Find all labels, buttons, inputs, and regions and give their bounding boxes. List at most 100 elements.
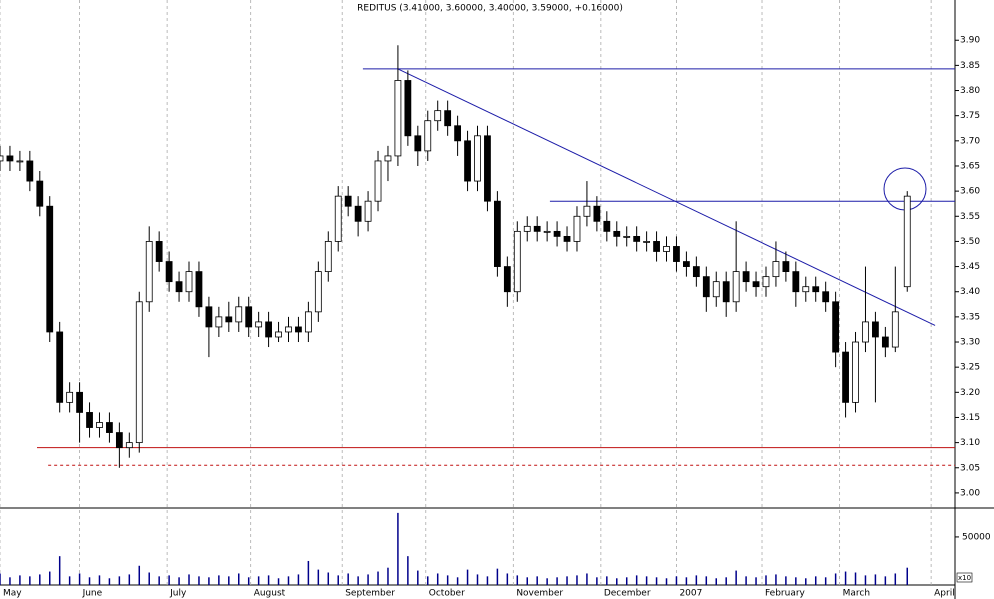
candle-body (903, 195, 911, 288)
candle-body (235, 306, 243, 323)
candle-body (56, 331, 64, 403)
candle-body (334, 195, 342, 242)
candle-body (314, 271, 322, 313)
candle-body (881, 336, 889, 348)
candle-body (225, 316, 233, 323)
candle-body (434, 110, 442, 122)
candle-body (165, 261, 173, 283)
candle-body (742, 271, 750, 283)
x-tick-label: May (3, 589, 22, 599)
y-tick-label: 3.55 (960, 212, 980, 222)
candle-body (484, 135, 491, 202)
candle-body (891, 311, 899, 348)
candle-body (653, 241, 660, 252)
candle-body (185, 271, 193, 293)
candle-body (563, 235, 571, 242)
candle-body (613, 230, 621, 237)
candle-body (275, 331, 282, 338)
candle-body (872, 321, 879, 338)
candle-body (195, 271, 203, 308)
candle-body (802, 286, 810, 293)
candle-body (772, 261, 780, 278)
y-tick-label: 3.25 (960, 363, 980, 373)
candle-body (285, 326, 292, 333)
candle-body (424, 120, 432, 152)
candle-body (454, 125, 462, 142)
y-tick-label: 3.40 (960, 287, 980, 297)
candle-body (364, 200, 372, 222)
candle-body (384, 155, 392, 162)
candle-body (464, 140, 471, 182)
y-tick-label: 3.80 (960, 86, 980, 96)
x-tick-label: September (345, 589, 395, 599)
candle-body (623, 235, 631, 238)
candle-body (822, 291, 830, 303)
y-tick-label: 3.00 (960, 488, 980, 498)
candle-body (295, 326, 302, 333)
candle-body (603, 220, 611, 232)
candle-body (115, 432, 123, 449)
y-tick-label: 3.35 (960, 312, 980, 322)
candle-body (702, 276, 710, 298)
candle-body (643, 241, 651, 243)
candle-body (145, 241, 153, 303)
candle-body (712, 281, 720, 298)
x-tick-label: February (765, 589, 806, 599)
candle-body (6, 155, 14, 162)
candle-body (513, 230, 521, 293)
y-tick-label: 3.60 (960, 187, 980, 197)
candle-body (66, 391, 74, 403)
y-tick-label: 3.90 (960, 36, 980, 46)
candle-body (324, 241, 332, 273)
candle-body (205, 306, 213, 328)
x-tick-label: August (254, 589, 286, 599)
candle-body (46, 205, 54, 333)
candle-body (215, 316, 223, 328)
y-tick-label: 50000 (962, 532, 991, 542)
candle-body (175, 281, 183, 293)
candle-body (553, 230, 561, 237)
candle-body (683, 261, 690, 267)
x-tick-label: March (843, 589, 870, 599)
candle-body (762, 276, 770, 288)
candle-body (444, 110, 452, 127)
candle-body (36, 180, 44, 207)
candle-body (782, 261, 790, 273)
candle-body (106, 422, 113, 433)
x-tick-label: 2007 (679, 589, 702, 599)
x-tick-label: April (934, 589, 955, 599)
candle-body (394, 80, 402, 157)
candle-body (573, 215, 581, 242)
candle-body (812, 286, 820, 293)
volume-unit-box (956, 572, 973, 583)
candle-body (474, 135, 481, 182)
x-tick-label: October (429, 589, 465, 599)
reference-line (397, 68, 936, 326)
x-tick-label: July (169, 589, 187, 599)
y-tick-label: 3.45 (960, 262, 980, 272)
x-tick-label: November (516, 589, 563, 599)
candle-body (304, 311, 312, 333)
y-tick-label: 3.50 (960, 237, 980, 247)
candle-body (832, 301, 840, 353)
candle-body (86, 412, 93, 428)
candle-body (593, 205, 601, 222)
candle-body (752, 281, 760, 288)
y-tick-label: 3.65 (960, 161, 980, 171)
candle-body (842, 351, 849, 403)
candle-body (533, 225, 541, 232)
y-tick-label: 3.30 (960, 338, 980, 348)
y-tick-label: 3.85 (960, 61, 980, 71)
candle-body (414, 135, 422, 152)
chart-title: REDITUS (3.41000, 3.60000, 3.40000, 3.59… (357, 4, 623, 14)
candle-body (245, 306, 253, 328)
candle-body (852, 341, 859, 403)
candle-body (0, 155, 4, 162)
y-tick-label: 3.05 (960, 463, 980, 473)
x-tick-label: December (604, 589, 651, 599)
candle-body (76, 391, 83, 413)
candle-body (96, 422, 103, 428)
y-tick-label: 3.75 (960, 111, 980, 121)
y-tick-label: 3.15 (960, 413, 980, 423)
